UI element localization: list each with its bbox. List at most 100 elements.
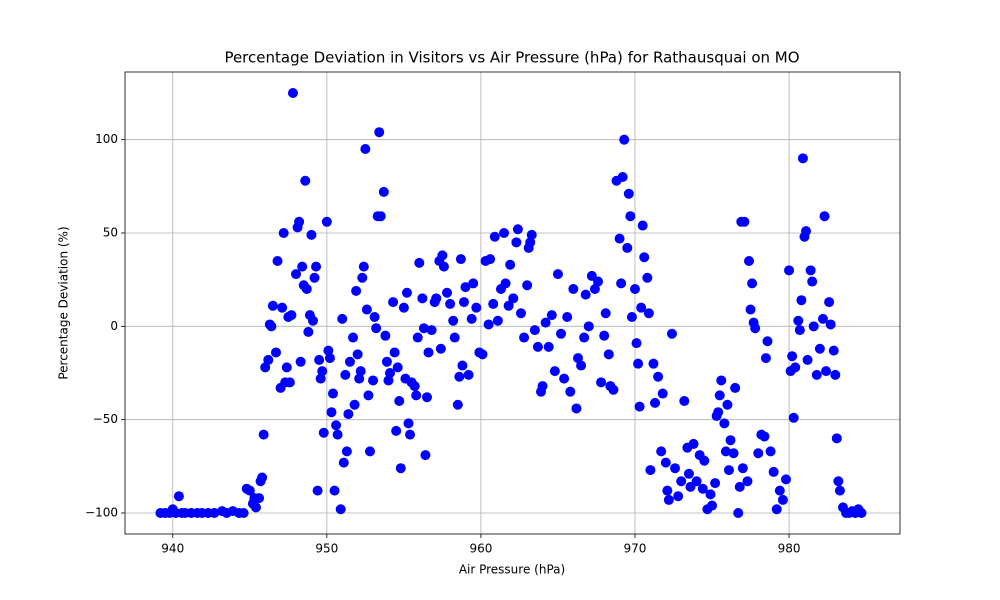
point — [463, 369, 474, 380]
point — [660, 457, 671, 468]
point — [636, 302, 647, 313]
point — [301, 284, 312, 294]
point — [460, 282, 471, 293]
point — [485, 254, 496, 265]
point — [576, 360, 587, 371]
point — [281, 362, 292, 373]
point — [471, 302, 482, 313]
point — [833, 476, 844, 487]
point — [323, 345, 334, 356]
point — [267, 300, 278, 311]
point — [312, 485, 323, 496]
y-tick-label: 50 — [103, 226, 118, 240]
point — [723, 465, 734, 476]
point — [653, 371, 664, 382]
point — [614, 233, 625, 244]
point — [420, 450, 431, 461]
grid — [125, 72, 900, 534]
y-tick-label: −100 — [85, 506, 118, 520]
point — [431, 293, 442, 304]
point — [244, 485, 255, 496]
point — [794, 325, 805, 336]
point — [258, 429, 269, 440]
point — [525, 237, 536, 248]
point — [488, 298, 499, 309]
point — [688, 438, 699, 449]
point — [328, 388, 339, 399]
y-tick-label: 0 — [110, 319, 118, 333]
point — [454, 371, 465, 382]
point — [691, 476, 702, 487]
point — [744, 256, 755, 266]
point — [503, 300, 514, 311]
point — [780, 474, 791, 485]
point — [637, 220, 648, 231]
point — [834, 485, 845, 496]
point — [363, 390, 374, 401]
point — [360, 144, 371, 154]
point — [394, 396, 405, 406]
point — [411, 390, 422, 401]
point — [807, 276, 818, 287]
point — [398, 302, 409, 313]
point — [797, 153, 808, 164]
point — [437, 250, 448, 261]
point — [790, 362, 801, 373]
chart-title: Percentage Deviation in Visitors vs Air … — [224, 49, 799, 67]
point — [745, 304, 756, 315]
point — [294, 216, 305, 227]
points — [155, 88, 867, 518]
point — [351, 285, 362, 296]
point — [317, 366, 328, 377]
point — [572, 353, 583, 364]
point — [802, 354, 813, 365]
point — [788, 412, 799, 423]
point — [375, 211, 386, 222]
point — [321, 216, 332, 227]
point — [707, 500, 718, 511]
point — [629, 284, 640, 294]
point — [821, 366, 832, 377]
point — [266, 321, 277, 332]
y-tick-label: 100 — [95, 132, 118, 146]
point — [389, 347, 400, 358]
point — [728, 448, 739, 459]
point — [457, 360, 468, 371]
point — [254, 493, 265, 504]
point — [392, 362, 403, 373]
point — [737, 463, 748, 474]
point — [774, 485, 785, 496]
point — [663, 494, 674, 505]
y-tick-label: −50 — [93, 412, 118, 426]
point — [306, 229, 317, 240]
x-tick-label: 940 — [161, 542, 184, 556]
point — [257, 472, 268, 483]
point — [331, 420, 342, 431]
point — [426, 325, 437, 336]
point — [814, 343, 825, 354]
point — [831, 433, 842, 444]
point — [633, 358, 644, 369]
point — [418, 323, 429, 334]
point — [380, 330, 391, 341]
point — [543, 341, 554, 352]
point — [512, 224, 523, 235]
point — [626, 312, 637, 322]
point — [344, 356, 355, 367]
point — [753, 448, 764, 459]
point — [733, 508, 744, 518]
point — [311, 261, 322, 272]
point — [519, 332, 530, 343]
point — [352, 349, 363, 360]
point — [679, 396, 690, 406]
point — [378, 186, 389, 197]
point — [489, 231, 500, 242]
point — [466, 313, 477, 324]
point — [817, 313, 828, 324]
point — [508, 293, 519, 304]
point — [559, 373, 570, 384]
point — [697, 483, 708, 494]
point — [374, 127, 385, 138]
point — [337, 313, 348, 324]
